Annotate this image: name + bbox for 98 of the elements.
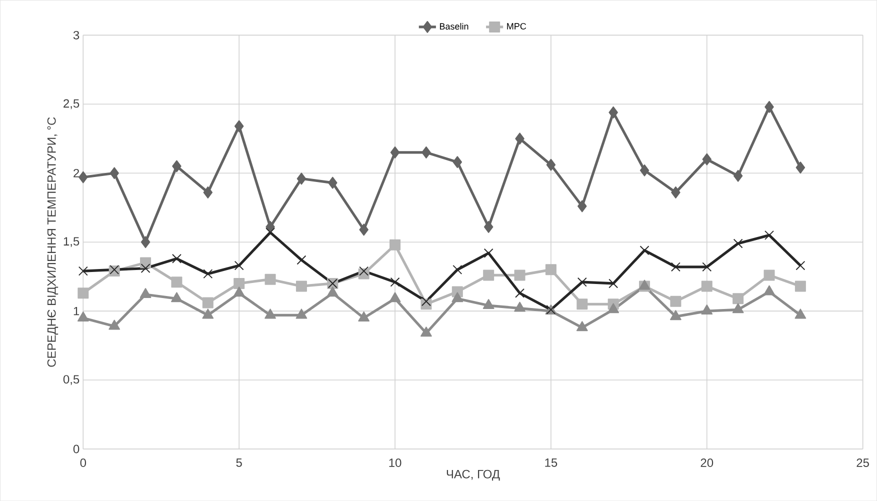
point bbox=[203, 186, 213, 198]
point bbox=[264, 308, 276, 319]
point bbox=[484, 248, 494, 258]
point bbox=[234, 120, 244, 132]
point bbox=[296, 280, 307, 292]
point bbox=[578, 200, 587, 212]
point bbox=[733, 238, 743, 248]
point bbox=[733, 170, 743, 182]
point bbox=[577, 277, 587, 287]
point bbox=[202, 308, 214, 319]
y-tick-label: 1 bbox=[74, 306, 80, 316]
point bbox=[796, 260, 806, 270]
point bbox=[546, 158, 556, 171]
point bbox=[296, 255, 306, 265]
x-tick-label: 20 bbox=[700, 458, 714, 467]
point bbox=[545, 264, 556, 276]
legend-label: MPC bbox=[507, 23, 526, 30]
point bbox=[702, 262, 712, 272]
point bbox=[171, 276, 182, 288]
y-tick-label: 3 bbox=[73, 30, 80, 40]
point bbox=[608, 106, 618, 118]
point bbox=[670, 262, 680, 272]
point bbox=[358, 311, 370, 322]
y-tick-label: 1,5 bbox=[64, 237, 80, 247]
x-tick-label: 0 bbox=[80, 458, 86, 467]
point bbox=[732, 303, 744, 314]
point bbox=[608, 278, 618, 288]
point bbox=[172, 254, 182, 264]
point bbox=[483, 270, 494, 281]
point bbox=[794, 308, 806, 319]
point bbox=[576, 321, 588, 332]
point bbox=[203, 268, 213, 278]
point bbox=[390, 239, 401, 250]
point bbox=[78, 171, 88, 184]
point bbox=[359, 224, 368, 236]
y-tick-label: 2,5 bbox=[64, 99, 80, 110]
legend-label: Baselin bbox=[440, 22, 468, 30]
point bbox=[264, 274, 276, 285]
x-tick-label: 15 bbox=[545, 458, 558, 467]
point bbox=[514, 302, 526, 312]
point bbox=[108, 320, 120, 330]
point bbox=[421, 296, 431, 306]
x-axis-title: ЧАС, ГОД bbox=[446, 470, 500, 481]
point bbox=[202, 297, 214, 308]
point bbox=[702, 153, 712, 166]
point bbox=[78, 288, 89, 299]
point bbox=[422, 146, 431, 158]
point bbox=[110, 167, 119, 180]
point bbox=[701, 304, 713, 314]
point bbox=[77, 311, 89, 322]
point bbox=[764, 100, 774, 113]
point bbox=[326, 286, 338, 297]
point bbox=[328, 176, 338, 189]
point bbox=[764, 230, 774, 240]
point bbox=[296, 172, 306, 185]
x-tick-label: 5 bbox=[236, 458, 242, 467]
point bbox=[515, 288, 525, 298]
point bbox=[608, 303, 620, 314]
point bbox=[764, 285, 775, 296]
point bbox=[576, 298, 588, 310]
y-tick-label: 0,5 bbox=[63, 375, 80, 385]
point bbox=[514, 270, 526, 281]
y-tick-label: 0 bbox=[73, 444, 80, 454]
point bbox=[171, 292, 182, 302]
point bbox=[796, 162, 806, 174]
point bbox=[794, 280, 806, 292]
point bbox=[172, 160, 182, 172]
point bbox=[296, 308, 308, 319]
point bbox=[140, 236, 150, 248]
point bbox=[234, 260, 244, 270]
point bbox=[732, 293, 744, 304]
x-tick-label: 10 bbox=[389, 458, 402, 467]
point bbox=[390, 277, 400, 287]
point bbox=[359, 266, 369, 276]
point bbox=[484, 220, 494, 233]
point bbox=[140, 263, 150, 273]
point bbox=[670, 310, 682, 320]
point bbox=[234, 278, 245, 289]
point bbox=[701, 280, 712, 292]
point bbox=[140, 288, 152, 298]
point bbox=[670, 296, 682, 307]
point bbox=[515, 132, 524, 145]
point bbox=[482, 298, 494, 309]
y-axis-title: СЕРЕДНЄ ВІДХИЛЕННЯ ТЕМПЕРАТУРИ, °С bbox=[47, 117, 58, 367]
point bbox=[640, 164, 650, 176]
point bbox=[389, 292, 401, 302]
y-tick-label: 2 bbox=[74, 168, 80, 178]
point bbox=[390, 146, 400, 158]
point bbox=[233, 286, 245, 297]
x-tick-label: 25 bbox=[856, 458, 869, 467]
point bbox=[420, 326, 432, 337]
point bbox=[671, 186, 680, 198]
point bbox=[764, 270, 775, 281]
point bbox=[140, 257, 152, 268]
point bbox=[266, 220, 275, 233]
point bbox=[78, 266, 88, 276]
point bbox=[452, 292, 464, 302]
point bbox=[452, 156, 462, 168]
